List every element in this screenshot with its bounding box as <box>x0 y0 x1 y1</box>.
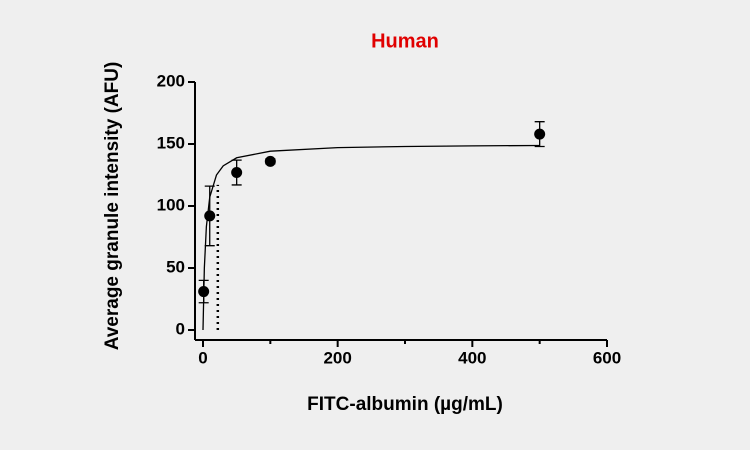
y-tick-label: 200 <box>157 71 185 90</box>
x-tick-label: 400 <box>458 348 486 367</box>
data-point <box>264 155 276 167</box>
y-axis-label: Average granule intensity (AFU) <box>102 62 123 351</box>
x-tick-label: 200 <box>323 348 351 367</box>
x-tick-label: 0 <box>198 348 207 367</box>
data-point <box>198 286 210 298</box>
y-tick-label: 0 <box>176 319 185 338</box>
y-tick-label: 50 <box>166 257 185 276</box>
x-axis-label: FITC-albumin (µg/mL) <box>307 394 503 415</box>
fit-curve <box>202 144 540 331</box>
y-tick-label: 150 <box>157 133 185 152</box>
y-tick-label: 100 <box>157 195 185 214</box>
data-point <box>534 128 546 140</box>
chart-title: Human <box>371 30 439 52</box>
data-point <box>231 167 243 179</box>
x-tick-label: 600 <box>593 348 621 367</box>
data-point <box>204 210 216 222</box>
